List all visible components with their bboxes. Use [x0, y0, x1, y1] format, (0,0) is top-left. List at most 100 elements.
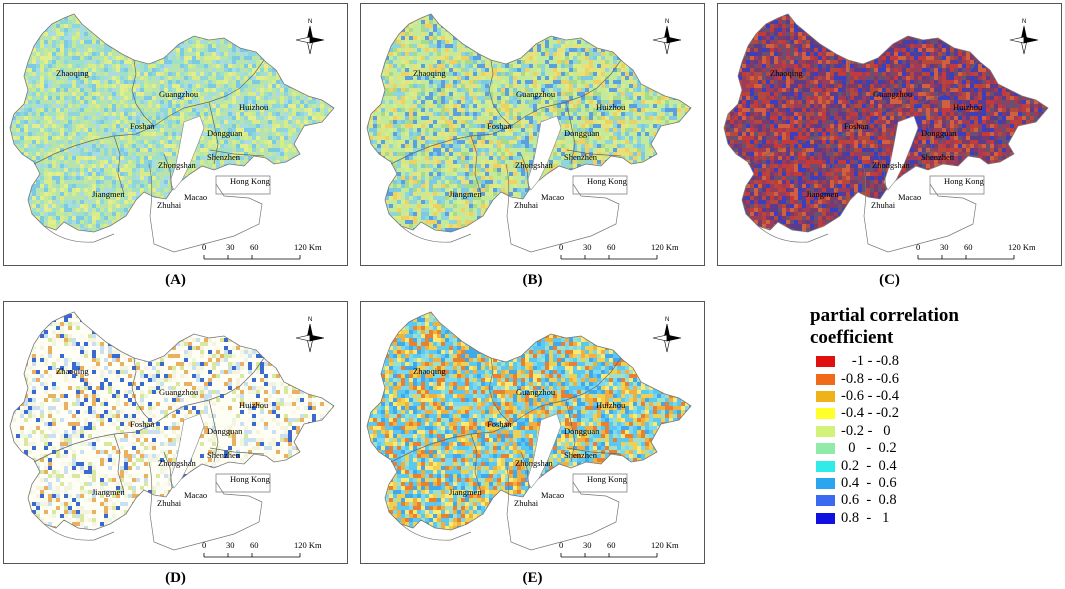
city-label-macao: Macao [541, 490, 564, 500]
city-label-shenzhen: Shenzhen [207, 450, 241, 460]
city-boundary [131, 357, 155, 425]
legend-item: -0.6 - -0.4 [816, 388, 1010, 405]
city-boundary [390, 125, 512, 165]
city-label-zhuhai: Zhuhai [514, 200, 539, 210]
city-boundary [565, 101, 576, 165]
legend-item: 0.2 - 0.4 [816, 457, 1010, 474]
city-boundary [208, 399, 219, 463]
city-boundary [33, 423, 155, 463]
city-boundary [390, 423, 512, 463]
scale-label: 120 Km [651, 242, 679, 252]
legend-title-line1: partial correlation [810, 305, 959, 326]
city-label-zhuhai: Zhuhai [871, 200, 896, 210]
city-boundary [488, 357, 512, 425]
scale-label: 60 [607, 540, 616, 550]
city-label-zhaoqing: Zhaoqing [56, 68, 89, 78]
city-boundary [113, 433, 125, 493]
city-boundary [209, 149, 265, 157]
city-boundary [153, 59, 265, 127]
legend-title-line2: coefficient [810, 327, 894, 348]
north-arrow-icon: N [652, 317, 682, 353]
legend-item: 0.4 - 0.6 [816, 475, 1010, 492]
city-label-zhuhai: Zhuhai [157, 200, 182, 210]
coast-boundary [505, 163, 620, 253]
city-label-jiangmen: Jiangmen [449, 487, 482, 497]
coast-boundary [43, 523, 115, 541]
city-label-guangzhou: Guangzhou [516, 387, 556, 397]
city-boundary [510, 59, 622, 127]
panel-caption-b: (B) [522, 272, 543, 288]
legend-label: 0.4 - 0.6 [841, 474, 897, 491]
city-label-macao: Macao [898, 192, 921, 202]
scale-label: 30 [226, 540, 235, 550]
city-label-hongkong: Hong Kong [587, 176, 628, 186]
city-label-huizhou: Huizhou [239, 400, 269, 410]
city-boundary [209, 447, 265, 455]
city-boundary [566, 149, 622, 157]
city-label-zhuhai: Zhuhai [157, 498, 182, 508]
scale-label: 120 Km [294, 242, 322, 252]
scale-label: 0 [559, 242, 563, 252]
city-boundary [867, 59, 979, 127]
city-label-jiangmen: Jiangmen [92, 189, 125, 199]
city-label-shenzhen: Shenzhen [207, 152, 241, 162]
panel-caption-c: (C) [879, 272, 900, 288]
scale-label: 60 [964, 242, 973, 252]
scale-label: 60 [250, 242, 259, 252]
scale-label: 0 [202, 540, 206, 550]
city-label-zhongshan: Zhongshan [158, 160, 197, 170]
city-boundary [877, 153, 887, 191]
legend-label: 0.2 - 0.4 [841, 457, 897, 474]
city-label-hongkong: Hong Kong [587, 474, 628, 484]
region-outline [366, 13, 692, 233]
region-outline [366, 311, 692, 531]
legend-item: -0.8 - -0.6 [816, 370, 1010, 387]
pearl-river-estuary [169, 115, 205, 191]
coast-boundary [572, 175, 628, 195]
city-boundary [827, 135, 839, 195]
coast-boundary [572, 473, 628, 493]
map-canvas: Zhaoqing Guangzhou Huizhou Foshan Dongguan Sh… [366, 13, 692, 260]
scale-bar: 0 30 60 120 Km [559, 242, 679, 260]
legend-label: -0.8 - -0.6 [841, 370, 899, 387]
legend-item: 0.8 - 1 [816, 510, 1010, 527]
legend-swatch [816, 443, 835, 455]
scale-bar: 0 30 60 120 Km [202, 540, 322, 558]
city-label-macao: Macao [184, 490, 207, 500]
city-label-shenzhen: Shenzhen [921, 152, 955, 162]
map-panel-e: Zhaoqing Guangzhou Huizhou Foshan Dongguan Sh… [360, 301, 705, 564]
coast-boundary [148, 461, 263, 551]
city-label-zhongshan: Zhongshan [158, 458, 197, 468]
map-panel-b: Zhaoqing Guangzhou Huizhou Foshan Dongguan Sh… [360, 3, 705, 266]
city-label-guangzhou: Guangzhou [159, 387, 199, 397]
map-canvas: Zhaoqing Guangzhou Huizhou Foshan Dongguan Sh… [9, 311, 335, 558]
legend-label: 0.8 - 1 [841, 509, 890, 526]
city-boundary [153, 357, 265, 425]
city-label-jiangmen: Jiangmen [92, 487, 125, 497]
city-label-dongguan: Dongguan [564, 426, 600, 436]
city-label-huizhou: Huizhou [596, 102, 626, 112]
legend-label: -0.4 - -0.2 [841, 405, 899, 422]
legend: partial correlation coefficient -1 - -0.… [810, 305, 1010, 527]
city-boundary [520, 153, 530, 191]
panel-caption-a: (A) [165, 272, 186, 288]
legend-items: -1 - -0.8 -0.8 - -0.6 -0.6 - -0.4 -0.4 - -0… [810, 353, 1010, 527]
city-label-huizhou: Huizhou [239, 102, 269, 112]
scale-label: 0 [916, 242, 920, 252]
city-boundary [747, 125, 869, 165]
city-label-dongguan: Dongguan [564, 128, 600, 138]
city-label-dongguan: Dongguan [921, 128, 957, 138]
city-boundary [510, 357, 622, 425]
legend-label: 0.6 - 0.8 [841, 492, 897, 509]
legend-swatch [816, 390, 835, 402]
city-label-huizhou: Huizhou [953, 102, 983, 112]
north-label: N [1022, 19, 1026, 25]
city-label-zhongshan: Zhongshan [515, 160, 554, 170]
north-label: N [308, 317, 312, 323]
region-outline [9, 13, 335, 233]
legend-swatch [816, 356, 835, 368]
legend-label: -0.2 - 0 [841, 422, 891, 439]
legend-item: -1 - -0.8 [816, 353, 1010, 370]
legend-item: -0.2 - 0 [816, 423, 1010, 440]
city-label-zhaoqing: Zhaoqing [413, 68, 446, 78]
